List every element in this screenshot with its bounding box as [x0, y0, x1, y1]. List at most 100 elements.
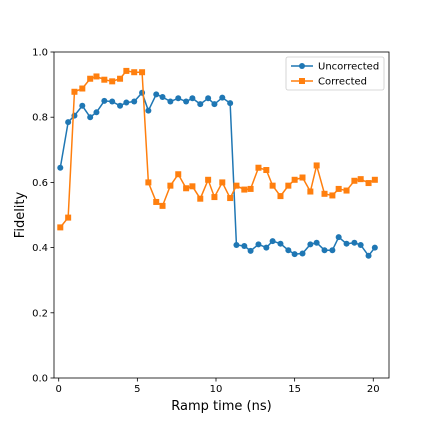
data-point-corrected [159, 202, 166, 209]
data-point-corrected [291, 176, 298, 183]
data-point-uncorrected [255, 241, 262, 248]
data-point-uncorrected [175, 95, 182, 102]
data-point-uncorrected [313, 239, 320, 246]
data-point-corrected [299, 174, 306, 181]
data-point-uncorrected [227, 100, 234, 107]
data-point-corrected [175, 171, 182, 178]
data-point-corrected [255, 164, 262, 171]
data-point-uncorrected [117, 102, 124, 109]
data-point-uncorrected [57, 164, 64, 171]
data-point-uncorrected [329, 247, 336, 254]
data-point-corrected [139, 69, 146, 76]
data-point-uncorrected [131, 98, 138, 105]
data-point-corrected [123, 67, 130, 74]
data-point-uncorrected [263, 244, 270, 251]
data-point-uncorrected [291, 251, 298, 258]
data-point-corrected [277, 193, 284, 200]
data-point-corrected [285, 182, 292, 189]
data-point-uncorrected [307, 241, 314, 248]
ticks-layer: 0 5 10 15 20 0.0 0.2 0.4 0.6 0.8 1.0 [32, 48, 380, 396]
data-point-uncorrected [93, 109, 100, 116]
data-point-corrected [183, 185, 190, 192]
data-point-corrected [313, 162, 320, 169]
data-point-uncorrected [139, 89, 146, 96]
data-point-uncorrected [101, 97, 108, 104]
data-point-uncorrected [153, 91, 160, 98]
data-point-corrected [101, 76, 108, 83]
data-point-corrected [371, 176, 378, 183]
x-tick-label: 5 [134, 384, 140, 395]
data-point-uncorrected [219, 94, 226, 101]
x-axis-label: Ramp time (ns) [171, 399, 271, 414]
data-point-corrected [343, 187, 350, 194]
x-tick-label: 10 [210, 384, 223, 395]
legend: Uncorrected Corrected [285, 56, 385, 91]
data-point-uncorrected [285, 247, 292, 254]
data-point-uncorrected [277, 240, 284, 247]
data-point-uncorrected [159, 93, 166, 100]
x-tick-label: 20 [367, 384, 380, 395]
data-point-uncorrected [109, 98, 116, 105]
data-point-corrected [365, 180, 372, 187]
data-point-corrected [93, 73, 100, 80]
data-point-corrected [321, 190, 328, 197]
data-point-corrected [131, 69, 138, 76]
legend-label-uncorrected: Uncorrected [318, 62, 379, 73]
data-point-uncorrected [197, 101, 204, 108]
data-point-corrected [145, 179, 152, 186]
data-point-uncorrected [189, 95, 196, 102]
data-point-corrected [219, 179, 226, 186]
data-point-uncorrected [241, 242, 248, 249]
data-point-uncorrected [247, 247, 254, 254]
data-point-uncorrected [71, 112, 78, 119]
data-point-corrected [87, 75, 94, 82]
data-point-uncorrected [205, 95, 212, 102]
data-point-corrected [247, 185, 254, 192]
data-point-uncorrected [371, 244, 378, 251]
data-point-corrected [109, 78, 116, 85]
data-point-corrected [167, 182, 174, 189]
data-point-corrected [335, 185, 342, 192]
data-point-corrected [357, 176, 364, 183]
data-point-uncorrected [335, 234, 342, 241]
data-point-corrected [205, 176, 212, 183]
x-tick-label: 15 [288, 384, 301, 395]
data-point-corrected [153, 198, 160, 205]
data-point-corrected [263, 167, 270, 174]
y-tick-label: 0.6 [32, 178, 48, 189]
y-tick-label: 1.0 [32, 48, 48, 59]
data-point-corrected [65, 214, 72, 221]
data-point-uncorrected [357, 241, 364, 248]
data-point-uncorrected [211, 101, 218, 108]
y-tick-label: 0.2 [32, 308, 48, 319]
data-point-corrected [241, 186, 248, 193]
data-point-corrected [233, 182, 240, 189]
data-point-uncorrected [321, 247, 328, 254]
data-point-uncorrected [365, 252, 372, 259]
data-point-corrected [351, 177, 358, 184]
data-point-uncorrected [233, 241, 240, 248]
data-point-corrected [211, 194, 218, 201]
data-point-corrected [79, 85, 86, 92]
data-point-corrected [307, 188, 314, 195]
legend-marker-corrected [299, 78, 305, 84]
y-axis-label: Fidelity [13, 191, 28, 238]
data-point-uncorrected [299, 250, 306, 257]
y-tick-label: 0.0 [32, 374, 48, 385]
data-point-corrected [71, 88, 78, 95]
legend-label-corrected: Corrected [318, 77, 367, 88]
data-point-uncorrected [351, 239, 358, 246]
data-point-uncorrected [123, 99, 130, 106]
data-point-corrected [227, 195, 234, 202]
data-point-uncorrected [79, 102, 86, 109]
y-tick-label: 0.8 [32, 113, 48, 124]
legend-marker-uncorrected [299, 63, 305, 69]
x-tick-label: 0 [56, 384, 62, 395]
data-point-corrected [117, 75, 124, 82]
data-point-uncorrected [343, 240, 350, 247]
data-point-corrected [189, 183, 196, 190]
data-point-uncorrected [183, 98, 190, 105]
y-tick-label: 0.4 [32, 243, 48, 254]
